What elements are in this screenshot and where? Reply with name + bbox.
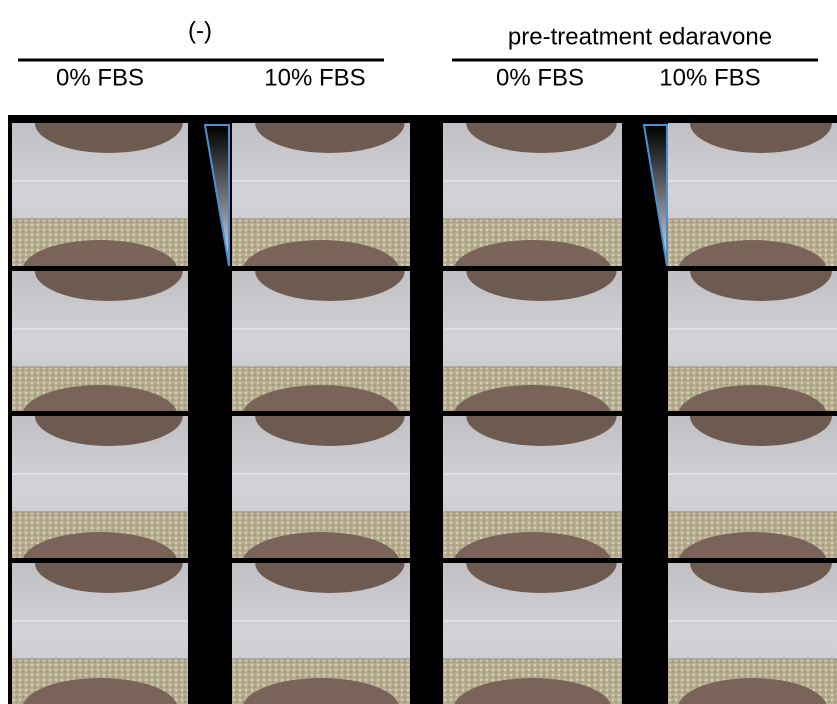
column-label: 10% FBS — [264, 64, 365, 91]
page: {"groups": [ {"label": "(-)", "columns":… — [0, 0, 837, 704]
group-label: pre-treatment edaravone — [508, 23, 772, 50]
well-top — [255, 93, 405, 153]
column-label: 0% FBS — [496, 64, 584, 91]
column-label: 10% FBS — [659, 64, 760, 91]
well-top — [35, 93, 183, 153]
column-label: 0% FBS — [56, 64, 144, 91]
figure: (-) 0% FBS 10% FBS pre-treatment edaravo… — [0, 0, 837, 704]
group-label: (-) — [188, 17, 212, 44]
well-top — [690, 93, 832, 153]
well-top — [466, 93, 616, 153]
